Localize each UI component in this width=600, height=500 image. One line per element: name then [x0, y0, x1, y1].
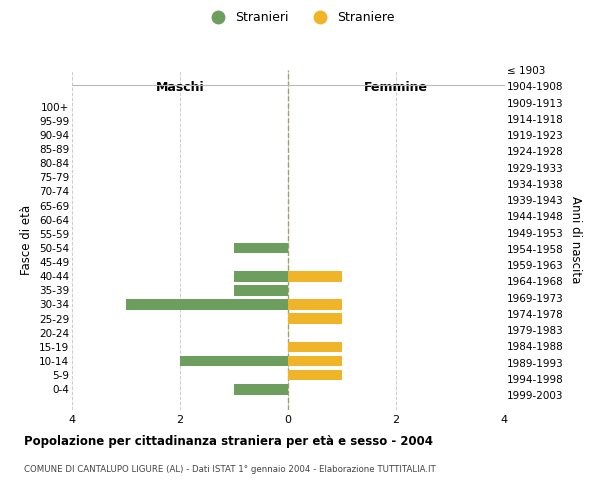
Y-axis label: Anni di nascita: Anni di nascita — [569, 196, 582, 284]
Bar — [234, 242, 288, 253]
Bar — [126, 299, 288, 310]
Text: COMUNE DI CANTALUPO LIGURE (AL) - Dati ISTAT 1° gennaio 2004 - Elaborazione TUTT: COMUNE DI CANTALUPO LIGURE (AL) - Dati I… — [24, 465, 436, 474]
Y-axis label: Fasce di età: Fasce di età — [20, 205, 34, 275]
Bar — [234, 271, 288, 281]
Bar — [288, 314, 342, 324]
Bar — [288, 370, 342, 380]
Bar — [288, 271, 342, 281]
Text: Popolazione per cittadinanza straniera per età e sesso - 2004: Popolazione per cittadinanza straniera p… — [24, 435, 433, 448]
Legend: Stranieri, Straniere: Stranieri, Straniere — [200, 6, 400, 29]
Bar — [234, 384, 288, 394]
Bar — [180, 356, 288, 366]
Bar — [288, 356, 342, 366]
Text: Femmine: Femmine — [364, 81, 428, 94]
Text: Maschi: Maschi — [155, 81, 205, 94]
Bar — [288, 342, 342, 352]
Bar — [234, 285, 288, 296]
Bar — [288, 299, 342, 310]
